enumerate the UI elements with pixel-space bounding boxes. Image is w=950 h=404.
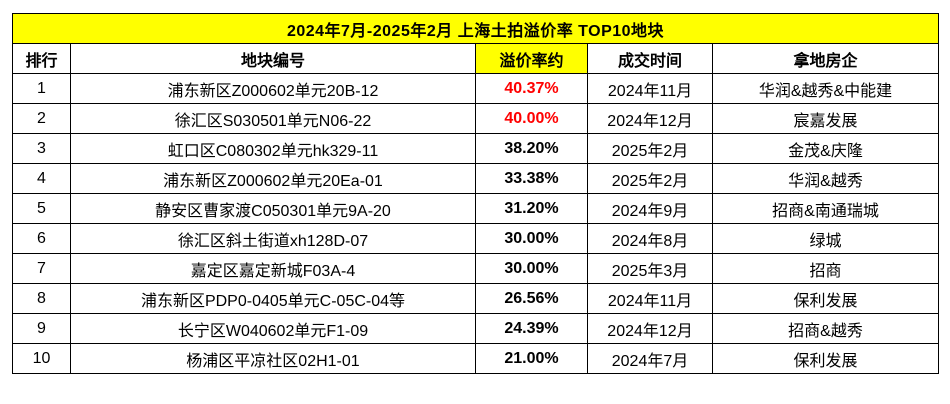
table-row: 3 虹口区C080302单元hk329-11 38.20% 2025年2月 金茂… (12, 133, 939, 164)
rank-cell: 2 (12, 103, 71, 134)
plot-id-cell: 徐汇区S030501单元N06-22 (70, 103, 476, 134)
premium-rate-cell: 26.56% (475, 283, 588, 314)
deal-date-cell: 2024年8月 (587, 223, 713, 254)
premium-rate-cell: 33.38% (475, 163, 588, 194)
deal-date-cell: 2024年12月 (587, 103, 713, 134)
premium-rate-cell: 21.00% (475, 343, 588, 374)
rank-cell: 4 (12, 163, 71, 194)
rank-cell: 1 (12, 73, 71, 104)
premium-rate-cell: 24.39% (475, 313, 588, 344)
deal-date-cell: 2024年12月 (587, 313, 713, 344)
table-row: 1 浦东新区Z000602单元20B-12 40.37% 2024年11月 华润… (12, 73, 939, 104)
header-developer: 拿地房企 (712, 43, 939, 74)
land-premium-table: 2024年7月-2025年2月 上海土拍溢价率 TOP10地块 排行 地块编号 … (12, 13, 939, 374)
header-plot-id: 地块编号 (70, 43, 476, 74)
rank-cell: 3 (12, 133, 71, 164)
premium-rate-cell: 30.00% (475, 253, 588, 284)
table-row: 6 徐汇区斜土街道xh128D-07 30.00% 2024年8月 绿城 (12, 223, 939, 254)
plot-id-cell: 杨浦区平凉社区02H1-01 (70, 343, 476, 374)
table-row: 4 浦东新区Z000602单元20Ea-01 33.38% 2025年2月 华润… (12, 163, 939, 194)
deal-date-cell: 2024年9月 (587, 193, 713, 224)
deal-date-cell: 2025年2月 (587, 163, 713, 194)
table-row: 8 浦东新区PDP0-0405单元C-05C-04等 26.56% 2024年1… (12, 283, 939, 314)
deal-date-cell: 2025年3月 (587, 253, 713, 284)
premium-rate-cell: 30.00% (475, 223, 588, 254)
rank-cell: 7 (12, 253, 71, 284)
header-row: 排行 地块编号 溢价率约 成交时间 拿地房企 (12, 43, 939, 74)
header-rank: 排行 (12, 43, 71, 74)
developer-cell: 宸嘉发展 (712, 103, 939, 134)
table-row: 7 嘉定区嘉定新城F03A-4 30.00% 2025年3月 招商 (12, 253, 939, 284)
rank-cell: 10 (12, 343, 71, 374)
premium-rate-cell: 40.37% (475, 73, 588, 104)
rank-cell: 6 (12, 223, 71, 254)
premium-rate-cell: 40.00% (475, 103, 588, 134)
developer-cell: 招商&越秀 (712, 313, 939, 344)
table-row: 2 徐汇区S030501单元N06-22 40.00% 2024年12月 宸嘉发… (12, 103, 939, 134)
plot-id-cell: 徐汇区斜土街道xh128D-07 (70, 223, 476, 254)
rank-cell: 8 (12, 283, 71, 314)
developer-cell: 保利发展 (712, 343, 939, 374)
deal-date-cell: 2024年7月 (587, 343, 713, 374)
title-row: 2024年7月-2025年2月 上海土拍溢价率 TOP10地块 (12, 13, 939, 44)
plot-id-cell: 浦东新区Z000602单元20Ea-01 (70, 163, 476, 194)
premium-rate-cell: 31.20% (475, 193, 588, 224)
plot-id-cell: 长宁区W040602单元F1-09 (70, 313, 476, 344)
table-row: 9 长宁区W040602单元F1-09 24.39% 2024年12月 招商&越… (12, 313, 939, 344)
plot-id-cell: 嘉定区嘉定新城F03A-4 (70, 253, 476, 284)
table-row: 10 杨浦区平凉社区02H1-01 21.00% 2024年7月 保利发展 (12, 343, 939, 374)
table-row: 5 静安区曹家渡C050301单元9A-20 31.20% 2024年9月 招商… (12, 193, 939, 224)
deal-date-cell: 2024年11月 (587, 73, 713, 104)
rank-cell: 5 (12, 193, 71, 224)
deal-date-cell: 2025年2月 (587, 133, 713, 164)
plot-id-cell: 浦东新区Z000602单元20B-12 (70, 73, 476, 104)
developer-cell: 华润&越秀&中能建 (712, 73, 939, 104)
header-deal-date: 成交时间 (587, 43, 713, 74)
developer-cell: 保利发展 (712, 283, 939, 314)
developer-cell: 招商 (712, 253, 939, 284)
premium-rate-cell: 38.20% (475, 133, 588, 164)
table-body: 1 浦东新区Z000602单元20B-12 40.37% 2024年11月 华润… (12, 73, 939, 374)
plot-id-cell: 虹口区C080302单元hk329-11 (70, 133, 476, 164)
plot-id-cell: 静安区曹家渡C050301单元9A-20 (70, 193, 476, 224)
deal-date-cell: 2024年11月 (587, 283, 713, 314)
table-title: 2024年7月-2025年2月 上海土拍溢价率 TOP10地块 (12, 13, 939, 44)
developer-cell: 招商&南通瑞城 (712, 193, 939, 224)
header-premium-rate: 溢价率约 (475, 43, 588, 74)
developer-cell: 绿城 (712, 223, 939, 254)
developer-cell: 金茂&庆隆 (712, 133, 939, 164)
plot-id-cell: 浦东新区PDP0-0405单元C-05C-04等 (70, 283, 476, 314)
developer-cell: 华润&越秀 (712, 163, 939, 194)
rank-cell: 9 (12, 313, 71, 344)
